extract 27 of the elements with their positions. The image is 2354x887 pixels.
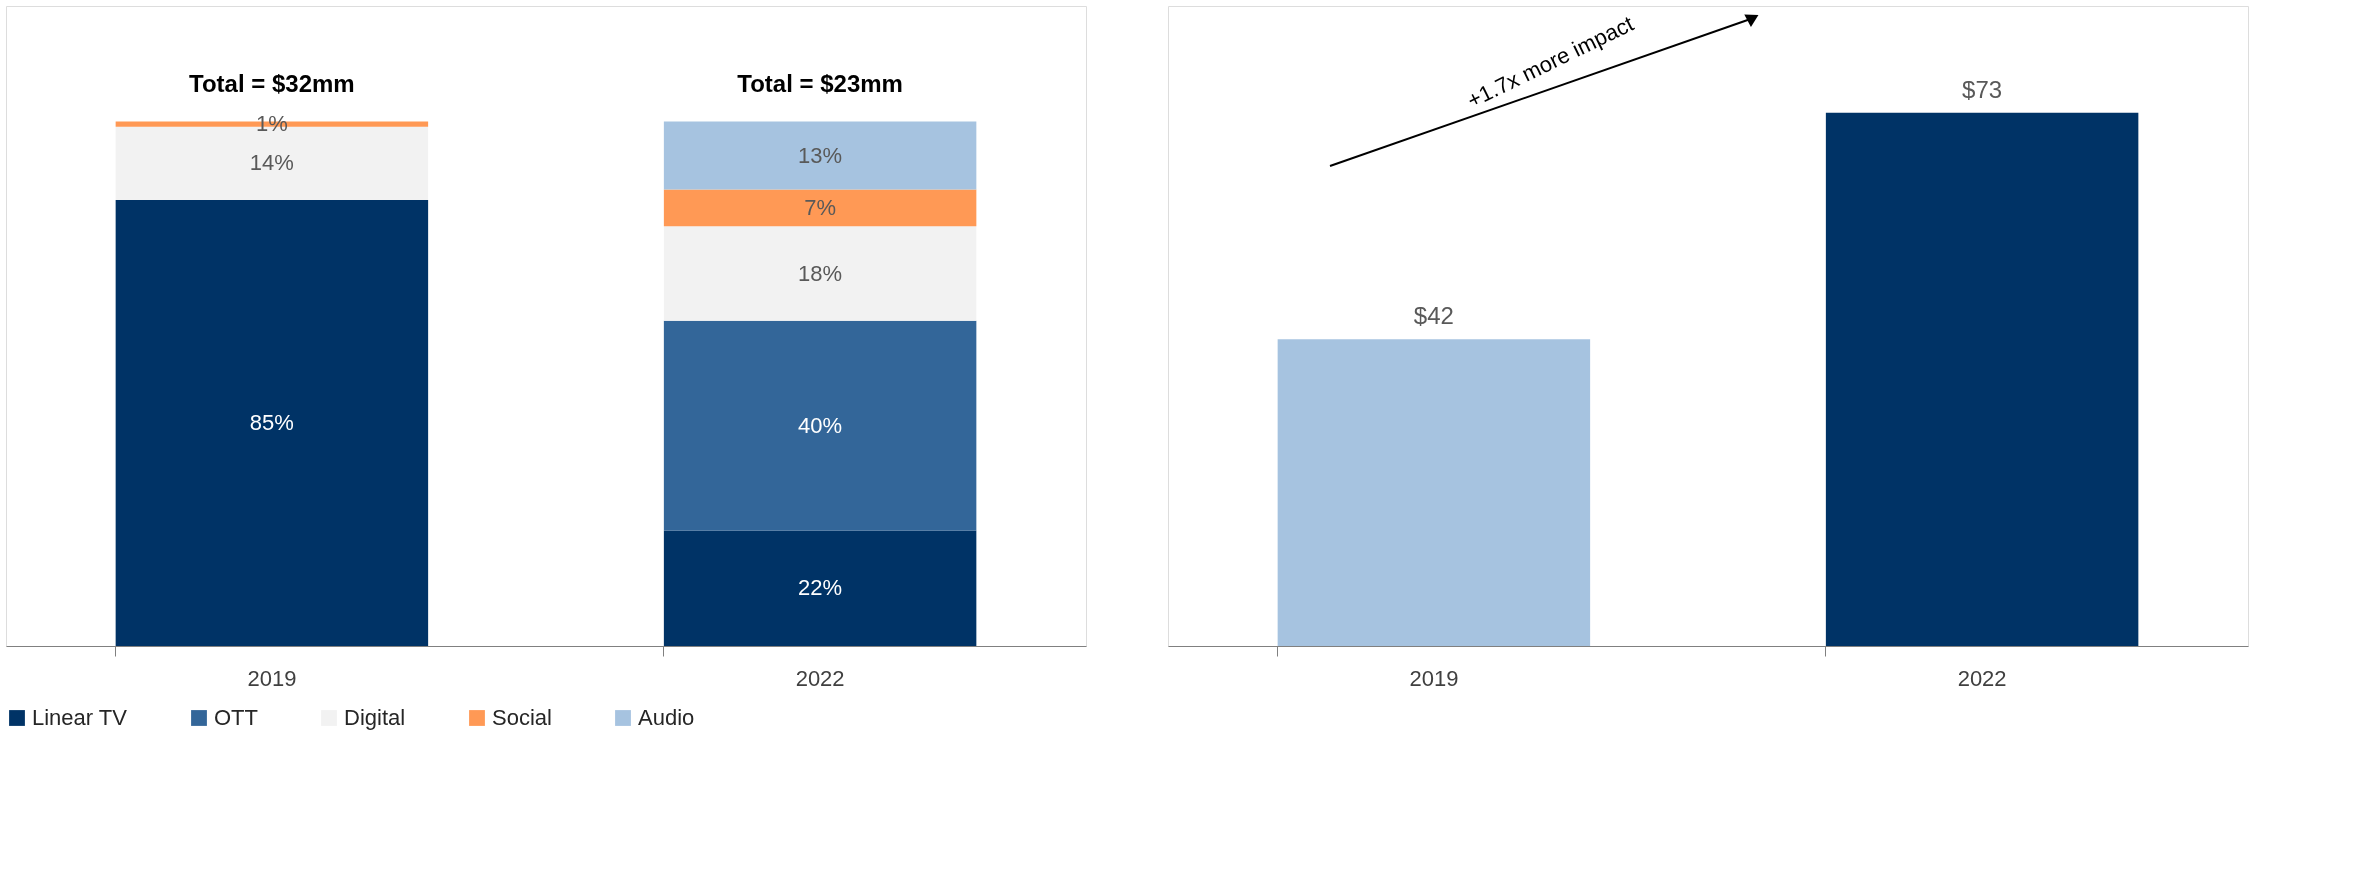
data-label: $73 [1962, 75, 2003, 103]
data-label: 1% [255, 111, 288, 137]
data-label: 85% [249, 410, 294, 436]
bar [663, 530, 977, 646]
x-tick-label: 2022 [1957, 665, 2007, 691]
bar [115, 200, 429, 646]
legend-label: Social [492, 705, 552, 730]
data-label: 22% [798, 575, 843, 601]
bar [663, 226, 977, 321]
data-label: $42 [1413, 302, 1454, 330]
legend-label: OTT [214, 705, 258, 730]
legend-label: Linear TV [32, 705, 128, 730]
legend-label: Digital [344, 705, 406, 730]
legend-label: Audio [638, 705, 695, 730]
bar [663, 189, 977, 227]
bar [663, 320, 977, 531]
x-tick-label: 2019 [1409, 665, 1459, 691]
data-label: 7% [804, 194, 837, 220]
x-tick-label: 2022 [795, 665, 845, 691]
text: Total = $32mm [189, 70, 355, 98]
x-tick-label: 2019 [247, 665, 297, 691]
data-label: 14% [249, 150, 294, 176]
data-label: 13% [798, 142, 843, 168]
bar [663, 121, 977, 190]
data-label: 40% [798, 412, 843, 438]
text: Total = $23mm [737, 70, 903, 98]
data-label: 18% [798, 260, 843, 286]
